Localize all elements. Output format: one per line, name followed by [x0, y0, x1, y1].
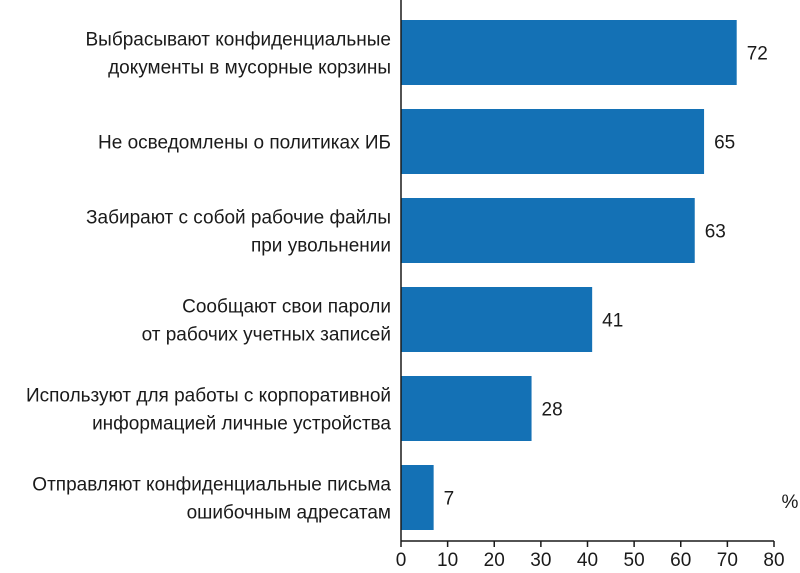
x-tick-label-2: 20	[484, 550, 505, 571]
unit-label: %	[782, 492, 799, 513]
bar-2	[401, 198, 695, 263]
category-label-5-line-1: ошибочным адресатам	[187, 503, 391, 524]
bar-0	[401, 20, 737, 85]
bar-3	[401, 287, 593, 352]
x-tick-label-4: 40	[577, 550, 598, 571]
data-label-1: 65	[714, 133, 735, 154]
data-label-3: 41	[602, 311, 623, 332]
data-label-2: 63	[705, 222, 726, 243]
data-labels: 72 65 63 41 28 7	[444, 44, 768, 510]
bars-layer	[401, 20, 737, 530]
category-label-2-line-0: Забирают с собой рабочие файлы	[86, 208, 391, 229]
x-tick-label-6: 60	[670, 550, 691, 571]
x-tick-label-5: 50	[624, 550, 645, 571]
x-tick-label-3: 30	[530, 550, 551, 571]
bar-4	[401, 376, 532, 441]
data-label-5: 7	[444, 489, 455, 510]
x-tick-label-1: 10	[437, 550, 458, 571]
bar-5	[401, 465, 434, 530]
category-label-4-line-1: информацией личные устройства	[92, 414, 391, 435]
category-label-2-line-1: при увольнении	[251, 236, 391, 257]
x-tick-label-8: 80	[763, 550, 784, 571]
category-label-5-line-0: Отправляют конфиденциальные письма	[32, 475, 391, 496]
data-label-0: 72	[747, 44, 768, 65]
x-tick-label-7: 70	[717, 550, 738, 571]
x-tick-label-0: 0	[396, 550, 407, 571]
category-label-3-line-1: от рабочих учетных записей	[142, 325, 391, 346]
category-label-0-line-1: документы в мусорные корзины	[108, 58, 391, 79]
category-labels: Выбрасывают конфиденциальные документы в …	[26, 30, 391, 524]
category-label-3-line-0: Сообщают свои пароли	[182, 297, 391, 318]
bar-1	[401, 109, 705, 174]
data-label-4: 28	[542, 400, 563, 421]
category-label-1-line-0: Не осведомлены о политиках ИБ	[98, 133, 391, 154]
category-label-4-line-0: Используют для работы с корпоративной	[26, 386, 391, 407]
category-label-0-line-0: Выбрасывают конфиденциальные	[85, 30, 391, 51]
x-axis: 0 10 20 30 40 50 60 70 80	[396, 0, 785, 571]
